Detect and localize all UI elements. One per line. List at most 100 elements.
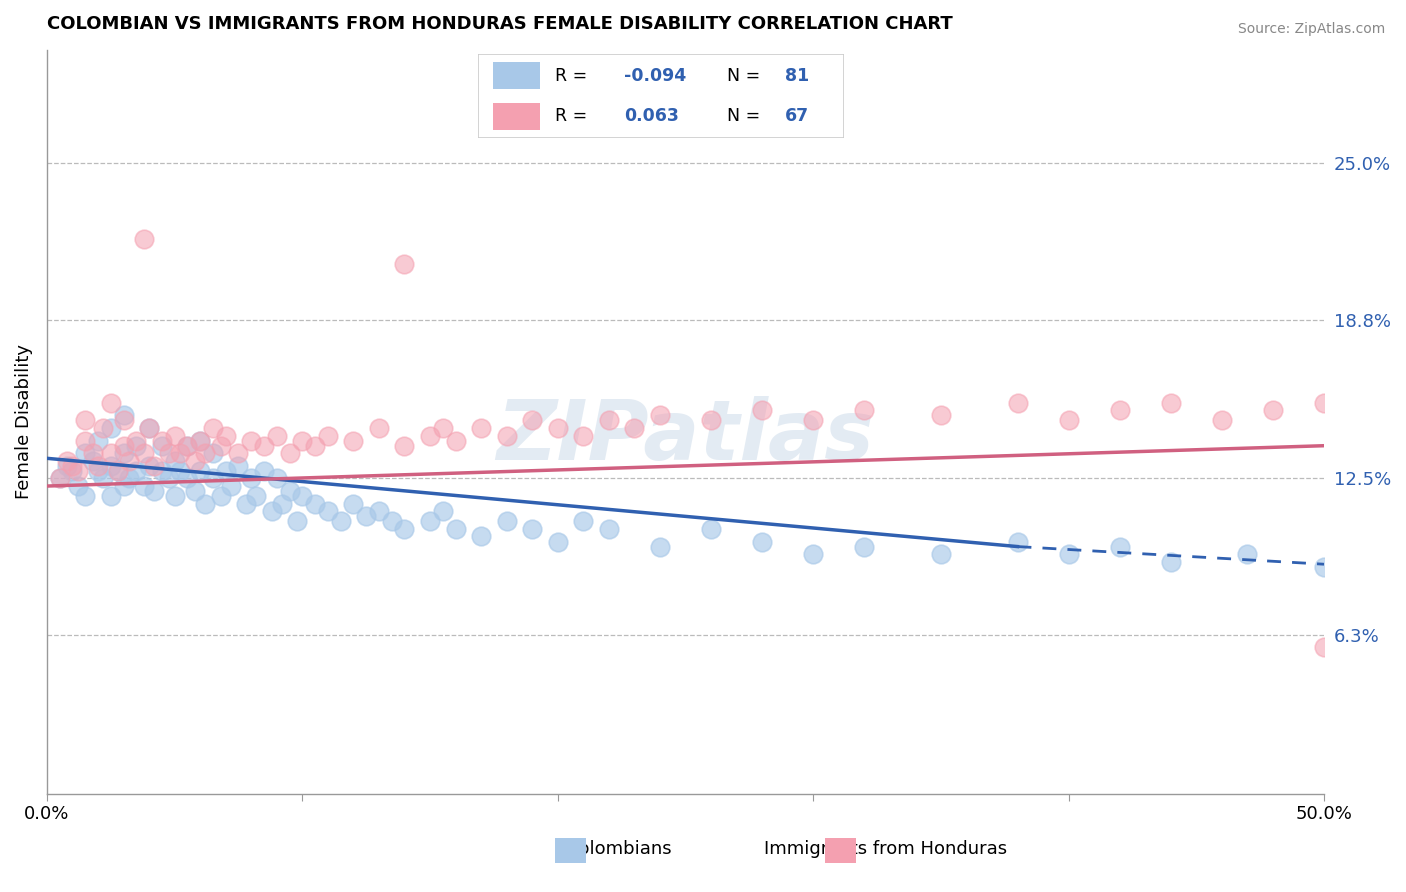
Point [107,464,129,478]
Point [1057,413,1080,427]
Point [56,458,79,473]
Point [112,413,135,427]
Point [1313,396,1336,410]
Point [91,421,114,435]
Point [253,464,276,478]
Point [278,446,301,460]
Text: 81: 81 [785,67,810,85]
Point [138,421,160,435]
Point [572,428,595,442]
Point [150,439,173,453]
Point [929,547,952,561]
Text: 67: 67 [785,107,810,125]
Point [100,396,122,410]
Point [700,413,723,427]
Point [215,428,238,442]
Point [394,257,416,271]
Point [547,421,569,435]
Point [125,464,148,478]
Point [240,471,263,485]
Point [245,489,267,503]
Point [572,514,595,528]
Text: COLOMBIAN VS IMMIGRANTS FROM HONDURAS FEMALE DISABILITY CORRELATION CHART: COLOMBIAN VS IMMIGRANTS FROM HONDURAS FE… [46,15,953,33]
Text: -0.094: -0.094 [624,67,686,85]
Point [304,497,326,511]
Point [751,403,773,417]
Point [394,522,416,536]
Point [1261,403,1284,417]
Point [342,434,364,448]
Text: R =: R = [555,107,588,125]
Point [1211,413,1233,427]
Point [48,471,70,485]
Point [176,439,198,453]
Point [188,434,211,448]
Point [266,471,288,485]
Point [470,529,492,543]
Point [176,471,198,485]
Point [291,489,314,503]
Point [75,434,97,448]
Point [495,514,517,528]
Point [270,497,292,511]
Point [801,413,824,427]
Text: N =: N = [727,67,759,85]
Point [112,446,135,460]
Point [470,421,492,435]
Point [82,446,104,460]
Point [117,471,139,485]
Point [522,522,544,536]
Text: N =: N = [727,107,759,125]
Point [132,479,155,493]
Text: ZIPatlas: ZIPatlas [496,396,875,477]
Point [75,413,97,427]
Point [176,439,198,453]
Point [194,446,217,460]
Point [598,522,620,536]
Point [184,484,207,499]
Point [291,434,314,448]
Point [112,479,135,493]
Text: 0.063: 0.063 [624,107,679,125]
Point [209,439,232,453]
Point [1236,547,1258,561]
Point [316,504,339,518]
Point [112,439,135,453]
Point [100,421,122,435]
Point [495,428,517,442]
Point [304,439,326,453]
Point [112,409,135,423]
Point [354,509,377,524]
Y-axis label: Female Disability: Female Disability [15,344,32,500]
Point [125,434,148,448]
Point [201,421,224,435]
Point [159,471,181,485]
Point [100,458,122,473]
Point [184,454,207,468]
Point [159,446,181,460]
Point [87,458,110,473]
Point [194,497,217,511]
Point [87,464,110,478]
Point [751,534,773,549]
Point [316,428,339,442]
Point [1007,396,1029,410]
Point [87,434,110,448]
Point [66,464,89,478]
Point [432,504,454,518]
Point [1108,540,1130,554]
Point [228,446,250,460]
Point [700,522,723,536]
Point [1160,555,1182,569]
Point [215,464,238,478]
Point [188,434,211,448]
Point [648,409,671,423]
Point [62,464,84,478]
Point [853,403,876,417]
Point [138,421,160,435]
Point [1313,640,1336,655]
Text: Source: ZipAtlas.com: Source: ZipAtlas.com [1237,22,1385,37]
Point [253,439,276,453]
Point [329,514,352,528]
Point [228,458,250,473]
